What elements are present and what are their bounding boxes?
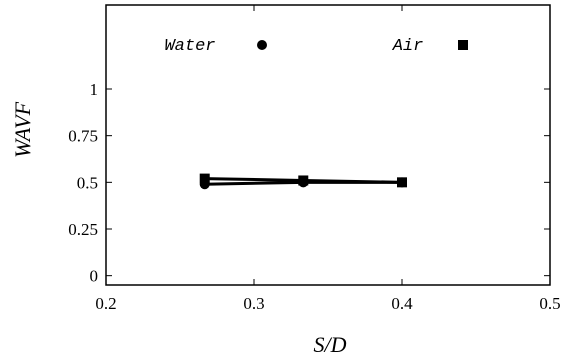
x-tick-label: 0.3 [243, 294, 264, 313]
legend-marker-water [257, 40, 267, 50]
y-tick-label: 0.75 [68, 127, 98, 146]
plot-border [105, 4, 551, 286]
plot-frame [105, 4, 551, 286]
legend-marker-air [458, 40, 468, 50]
data-point-air [199, 173, 210, 184]
y-axis: 0 0.25 0.5 0.75 1 [68, 80, 550, 286]
y-tick-label: 0 [90, 267, 99, 286]
series-layer [199, 173, 407, 190]
x-axis: 0.2 0.3 0.4 0.5 [95, 5, 561, 313]
x-axis-title: S/D [314, 332, 347, 357]
data-point-air [298, 175, 309, 186]
y-tick-label: 0.25 [68, 220, 98, 239]
legend: Water Air [164, 37, 468, 56]
x-tick-label: 0.2 [95, 294, 116, 313]
data-point-air [397, 177, 407, 188]
legend-label-air: Air [392, 37, 424, 56]
y-axis-title: WAVF [10, 101, 35, 158]
y-tick-label: 0.5 [77, 173, 98, 192]
x-tick-label: 0.5 [539, 294, 560, 313]
x-tick-label: 0.4 [391, 294, 413, 313]
legend-label-water: Water [164, 37, 215, 56]
y-tick-label: 1 [90, 80, 99, 99]
